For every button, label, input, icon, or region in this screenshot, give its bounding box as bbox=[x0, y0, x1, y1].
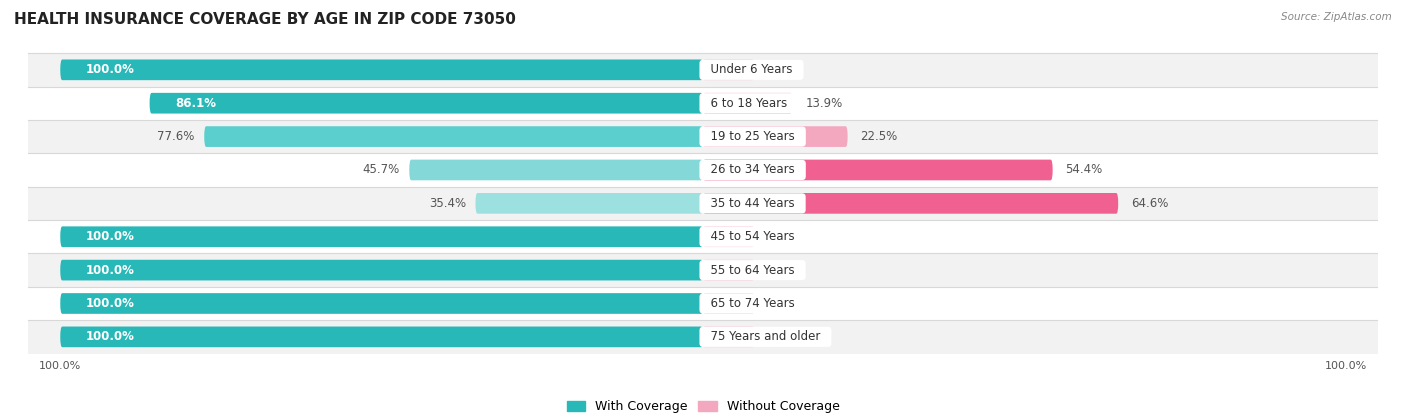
FancyBboxPatch shape bbox=[409, 160, 703, 180]
Text: 0.0%: 0.0% bbox=[768, 297, 797, 310]
Text: 75 Years and older: 75 Years and older bbox=[703, 330, 828, 343]
Bar bbox=[28, 220, 1378, 254]
Text: 45.7%: 45.7% bbox=[363, 164, 399, 176]
Text: 6 to 18 Years: 6 to 18 Years bbox=[703, 97, 794, 110]
Text: 19 to 25 Years: 19 to 25 Years bbox=[703, 130, 803, 143]
Text: Source: ZipAtlas.com: Source: ZipAtlas.com bbox=[1281, 12, 1392, 22]
Text: 54.4%: 54.4% bbox=[1066, 164, 1102, 176]
Text: HEALTH INSURANCE COVERAGE BY AGE IN ZIP CODE 73050: HEALTH INSURANCE COVERAGE BY AGE IN ZIP … bbox=[14, 12, 516, 27]
FancyBboxPatch shape bbox=[204, 126, 703, 147]
Text: 100.0%: 100.0% bbox=[86, 230, 135, 243]
Bar bbox=[28, 53, 1378, 86]
Text: 55 to 64 Years: 55 to 64 Years bbox=[703, 264, 803, 277]
FancyBboxPatch shape bbox=[60, 59, 703, 80]
Text: 35.4%: 35.4% bbox=[429, 197, 465, 210]
Text: Under 6 Years: Under 6 Years bbox=[703, 63, 800, 76]
FancyBboxPatch shape bbox=[703, 126, 848, 147]
Bar bbox=[28, 153, 1378, 187]
Text: 65 to 74 Years: 65 to 74 Years bbox=[703, 297, 803, 310]
Bar bbox=[28, 287, 1378, 320]
Text: 0.0%: 0.0% bbox=[768, 264, 797, 277]
FancyBboxPatch shape bbox=[60, 260, 703, 281]
Text: 22.5%: 22.5% bbox=[860, 130, 897, 143]
Text: 13.9%: 13.9% bbox=[806, 97, 842, 110]
Text: 77.6%: 77.6% bbox=[157, 130, 194, 143]
FancyBboxPatch shape bbox=[60, 327, 703, 347]
Text: 0.0%: 0.0% bbox=[768, 63, 797, 76]
Text: 100.0%: 100.0% bbox=[86, 63, 135, 76]
FancyBboxPatch shape bbox=[703, 59, 755, 80]
FancyBboxPatch shape bbox=[703, 260, 755, 281]
FancyBboxPatch shape bbox=[703, 293, 755, 314]
Text: 100.0%: 100.0% bbox=[86, 330, 135, 343]
FancyBboxPatch shape bbox=[703, 160, 1053, 180]
Text: 100.0%: 100.0% bbox=[86, 297, 135, 310]
Text: 0.0%: 0.0% bbox=[768, 330, 797, 343]
Bar bbox=[28, 320, 1378, 354]
FancyBboxPatch shape bbox=[475, 193, 703, 214]
FancyBboxPatch shape bbox=[703, 327, 755, 347]
FancyBboxPatch shape bbox=[60, 226, 703, 247]
FancyBboxPatch shape bbox=[60, 293, 703, 314]
FancyBboxPatch shape bbox=[149, 93, 703, 114]
Text: 26 to 34 Years: 26 to 34 Years bbox=[703, 164, 803, 176]
Text: 100.0%: 100.0% bbox=[86, 264, 135, 277]
Bar bbox=[28, 254, 1378, 287]
Bar bbox=[28, 120, 1378, 153]
FancyBboxPatch shape bbox=[703, 226, 755, 247]
Text: 64.6%: 64.6% bbox=[1130, 197, 1168, 210]
Bar bbox=[28, 86, 1378, 120]
Text: 45 to 54 Years: 45 to 54 Years bbox=[703, 230, 803, 243]
Bar bbox=[28, 187, 1378, 220]
FancyBboxPatch shape bbox=[703, 93, 793, 114]
FancyBboxPatch shape bbox=[703, 193, 1118, 214]
Text: 35 to 44 Years: 35 to 44 Years bbox=[703, 197, 803, 210]
Legend: With Coverage, Without Coverage: With Coverage, Without Coverage bbox=[561, 395, 845, 415]
Text: 86.1%: 86.1% bbox=[176, 97, 217, 110]
Text: 0.0%: 0.0% bbox=[768, 230, 797, 243]
